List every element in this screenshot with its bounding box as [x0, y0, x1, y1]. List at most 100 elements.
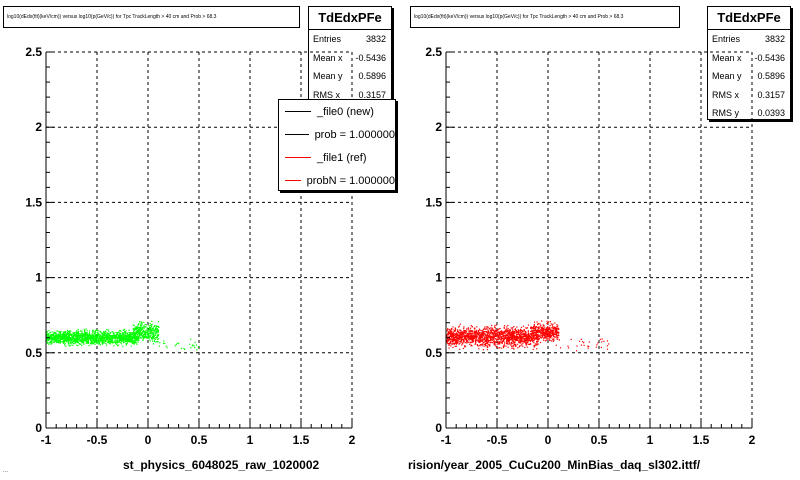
- data-point: [107, 339, 109, 342]
- data-point: [73, 342, 75, 345]
- data-point: [523, 328, 525, 331]
- data-point: [126, 332, 128, 334]
- data-point: [166, 347, 168, 349]
- right-panel: log10(dEdx(fit)(keV/cm)) versus log10(p(…: [400, 0, 800, 480]
- data-point: [455, 335, 457, 338]
- data-point: [93, 333, 95, 335]
- data-point: [135, 336, 137, 338]
- data-point: [489, 332, 492, 334]
- data-point: [511, 345, 513, 347]
- data-series: [46, 320, 199, 351]
- data-point: [511, 335, 513, 337]
- data-point: [488, 340, 490, 342]
- data-point: [143, 321, 145, 323]
- data-point: [474, 340, 477, 343]
- data-point: [531, 338, 533, 340]
- data-point: [508, 336, 510, 339]
- data-point: [192, 344, 194, 346]
- data-point: [52, 338, 54, 340]
- data-point: [553, 333, 555, 335]
- data-point: [74, 338, 76, 340]
- data-point: [155, 328, 157, 330]
- data-point: [59, 333, 62, 335]
- data-point: [89, 336, 91, 338]
- data-point: [130, 341, 132, 343]
- data-point: [78, 342, 80, 345]
- data-point: [123, 342, 125, 344]
- data-point: [457, 337, 459, 340]
- data-point: [548, 321, 550, 323]
- data-point: [47, 338, 50, 340]
- left-panel: log10(dEdx(fit)(keV/cm)) versus log10(p(…: [3, 6, 396, 474]
- stats-label: Mean x: [712, 52, 742, 63]
- data-point: [476, 329, 478, 331]
- data-point: [453, 342, 455, 344]
- data-point: [543, 337, 545, 340]
- data-point: [107, 333, 109, 335]
- data-point: [503, 345, 505, 347]
- data-point: [450, 333, 453, 335]
- data-point: [532, 336, 534, 338]
- data-point: [141, 334, 143, 336]
- data-point: [147, 332, 149, 334]
- data-point: [68, 345, 70, 347]
- data-point: [509, 334, 511, 336]
- data-point: [461, 336, 463, 338]
- data-point: [140, 334, 142, 336]
- data-point: [113, 345, 115, 347]
- data-point: [138, 329, 141, 331]
- data-point: [447, 339, 449, 341]
- data-point: [466, 334, 468, 336]
- data-point: [150, 325, 152, 327]
- data-point: [499, 327, 501, 330]
- data-point: [552, 334, 555, 336]
- data-point: [77, 328, 79, 330]
- data-point: [523, 333, 525, 335]
- data-point: [523, 332, 525, 334]
- data-point: [108, 330, 110, 332]
- data-point: [522, 325, 525, 327]
- data-point: [557, 325, 559, 327]
- data-point: [67, 342, 69, 344]
- data-point: [154, 331, 156, 333]
- data-point: [152, 337, 154, 339]
- data-point: [552, 331, 554, 333]
- data-point: [522, 336, 524, 338]
- data-point: [552, 328, 554, 330]
- data-point: [112, 340, 114, 342]
- data-point: [90, 335, 92, 337]
- data-point: [496, 335, 498, 337]
- x-tick-label: -0.5: [487, 433, 508, 447]
- data-point: [494, 325, 496, 327]
- data-point: [51, 341, 53, 343]
- data-point: [457, 339, 459, 341]
- data-point: [528, 343, 531, 345]
- data-point: [87, 339, 89, 342]
- data-point: [530, 339, 532, 342]
- data-point: [86, 341, 88, 343]
- data-point: [71, 333, 73, 335]
- data-point: [493, 330, 495, 332]
- data-point: [50, 340, 53, 342]
- data-point: [483, 328, 485, 330]
- data-point: [484, 333, 486, 335]
- data-point: [549, 331, 551, 333]
- stats-label: Mean y: [313, 71, 343, 81]
- data-point: [474, 333, 476, 335]
- data-point: [482, 349, 484, 351]
- data-point: [511, 334, 514, 336]
- data-point: [94, 341, 96, 344]
- data-point: [97, 340, 99, 342]
- data-point: [508, 340, 510, 343]
- data-point: [475, 331, 477, 333]
- data-point: [128, 332, 130, 334]
- data-point: [549, 325, 551, 327]
- data-point: [76, 338, 78, 340]
- data-point: [530, 330, 532, 333]
- data-point: [61, 333, 63, 336]
- data-point: [540, 324, 542, 326]
- data-point: [107, 336, 109, 338]
- data-point: [473, 336, 475, 338]
- data-point: [517, 340, 519, 342]
- data-point: [556, 332, 558, 334]
